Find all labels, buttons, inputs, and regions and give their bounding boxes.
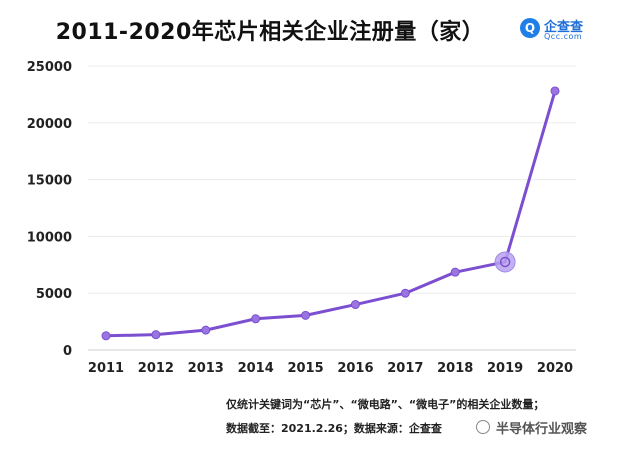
y-tick-label: 10000 bbox=[27, 230, 72, 245]
data-point bbox=[550, 86, 560, 96]
x-tick-label: 2017 bbox=[387, 361, 423, 376]
data-point bbox=[301, 310, 311, 320]
x-tick-label: 2012 bbox=[138, 361, 174, 376]
brand-name: 企查查 bbox=[544, 20, 584, 35]
data-point bbox=[201, 325, 211, 335]
qcc-logo-icon: Q bbox=[520, 18, 540, 38]
y-tick-label: 5000 bbox=[36, 287, 72, 302]
footnote: 仅统计关键词为“芯片”、“微电路”、“微电子”的相关企业数量； bbox=[226, 398, 545, 411]
x-tick-label: 2020 bbox=[537, 361, 573, 376]
x-tick-label: 2016 bbox=[337, 361, 373, 376]
y-tick-label: 15000 bbox=[27, 174, 72, 189]
data-point bbox=[151, 330, 161, 340]
x-axis-ticks: 2011 2012 2013 2014 2015 2016 2017 2018 2019 2020 bbox=[88, 361, 573, 376]
data-point bbox=[251, 314, 261, 324]
data-point bbox=[101, 331, 111, 341]
data-point bbox=[400, 288, 410, 298]
data-point bbox=[450, 267, 460, 277]
brand-logo: Q 企查查 Qcc.com bbox=[520, 16, 616, 44]
data-point bbox=[350, 300, 360, 310]
data-source: 数据截至：2021.2.26；数据来源：企查查 bbox=[226, 422, 442, 435]
y-tick-label: 20000 bbox=[27, 117, 72, 132]
brand-url: Qcc.com bbox=[544, 32, 583, 41]
highlight-ring bbox=[494, 251, 516, 273]
y-tick-label: 0 bbox=[63, 344, 72, 359]
x-tick-label: 2013 bbox=[188, 361, 224, 376]
x-tick-label: 2015 bbox=[287, 361, 323, 376]
x-tick-label: 2019 bbox=[487, 361, 523, 376]
y-axis-ticks: 0 5000 10000 15000 20000 25000 bbox=[27, 60, 72, 359]
chart-title: 2011-2020年芯片相关企业注册量（家） bbox=[55, 20, 485, 45]
x-tick-label: 2018 bbox=[437, 361, 473, 376]
data-point bbox=[499, 256, 511, 268]
watermark: 半导体行业观察 bbox=[476, 418, 616, 438]
wechat-icon bbox=[476, 420, 490, 434]
x-tick-label: 2014 bbox=[238, 361, 274, 376]
series-layer bbox=[101, 86, 560, 341]
grid-lines bbox=[88, 65, 576, 351]
x-tick-label: 2011 bbox=[88, 361, 124, 376]
y-tick-label: 25000 bbox=[27, 60, 72, 75]
watermark-text: 半导体行业观察 bbox=[496, 422, 588, 437]
series-line bbox=[104, 89, 557, 338]
